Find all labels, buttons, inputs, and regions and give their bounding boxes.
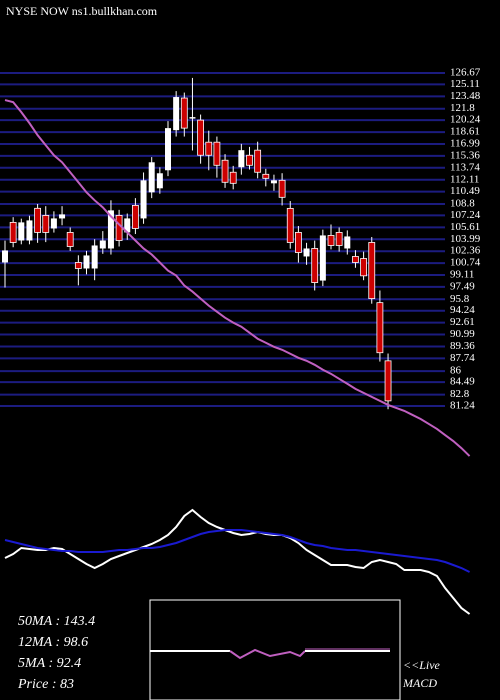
y-tick-label: 110.49 [450, 185, 480, 197]
y-tick-label: 126.67 [450, 67, 481, 79]
candle-body [286, 207, 294, 243]
candle-body [254, 149, 262, 173]
candle-body [278, 179, 286, 198]
candle-body [229, 171, 237, 184]
y-tick-label: 87.74 [450, 352, 475, 364]
candle-body [26, 220, 33, 241]
candle-body [74, 262, 82, 269]
candle-body [148, 162, 155, 193]
candle-body [335, 232, 343, 246]
y-tick-label: 115.36 [450, 149, 480, 161]
candle-body [9, 221, 17, 243]
y-tick-label: 123.48 [450, 90, 481, 102]
y-tick-label: 100.74 [450, 257, 481, 269]
y-tick-label: 99.11 [450, 269, 474, 281]
candle-body [34, 207, 41, 233]
y-tick-label: 118.61 [450, 126, 480, 138]
macd-label: <<Live [403, 658, 441, 672]
candle-body [262, 173, 270, 179]
candle-body [165, 128, 171, 171]
y-tick-label: 113.74 [450, 161, 480, 173]
y-tick-label: 102.36 [450, 245, 481, 257]
y-tick-label: 97.49 [450, 280, 475, 292]
candle-body [18, 222, 25, 241]
y-tick-label: 120.24 [450, 114, 481, 126]
y-tick-label: 95.8 [450, 293, 470, 305]
y-tick-label: 94.24 [450, 304, 475, 316]
candle-body [294, 232, 302, 253]
y-tick-label: 81.24 [450, 400, 475, 412]
oscillator-line [4, 508, 471, 615]
candle-body [180, 97, 188, 129]
candle-body [66, 232, 74, 247]
candle-body [173, 97, 180, 131]
stat-label: 12MA : 98.6 [18, 635, 88, 650]
candle-body [131, 204, 139, 229]
candle-body [107, 210, 114, 249]
candle-body [221, 159, 229, 183]
candle-body [197, 119, 205, 156]
macd-label: MACD [402, 676, 437, 690]
y-tick-label: 108.8 [450, 198, 475, 210]
candle-body [205, 141, 213, 156]
candle-body [352, 256, 359, 263]
candle-body [83, 255, 90, 269]
candle-body [327, 235, 335, 246]
candle-body [360, 258, 368, 277]
candle-body [270, 180, 277, 184]
y-tick-label: 92.61 [450, 316, 475, 328]
ma-line [4, 99, 471, 457]
y-tick-label: 107.24 [450, 209, 481, 221]
y-tick-label: 90.99 [450, 328, 475, 340]
candle-body [344, 236, 351, 249]
candle-body [368, 242, 376, 300]
y-tick-label: 121.8 [450, 102, 475, 114]
candle-body [124, 218, 131, 233]
y-tick-label: 105.61 [450, 221, 480, 233]
y-tick-label: 125.11 [450, 78, 480, 90]
stat-label: Price : 83 [17, 677, 74, 692]
oscillator-line [4, 529, 470, 573]
y-tick-label: 103.99 [450, 233, 481, 245]
candle-body [59, 214, 66, 219]
macd-line [229, 648, 306, 660]
candle-body [246, 154, 253, 166]
candle-body [376, 302, 384, 354]
y-tick-label: 84.49 [450, 376, 475, 388]
candle-body [91, 245, 98, 269]
candle-body [311, 248, 319, 283]
y-tick-label: 112.11 [450, 173, 479, 185]
y-tick-label: 116.99 [450, 137, 480, 149]
candle-body [213, 141, 221, 166]
candle-body [303, 248, 310, 257]
chart-title: NYSE NOW ns1.bullkhan.com [6, 4, 158, 18]
candle-body [384, 360, 392, 402]
candle-body [189, 117, 196, 119]
stat-label: 5MA : 92.4 [18, 656, 81, 671]
candle-body [50, 218, 57, 229]
candle-body [238, 150, 245, 168]
y-tick-label: 89.36 [450, 340, 475, 352]
candle-body [115, 215, 123, 241]
stat-label: 50MA : 143.4 [18, 614, 95, 629]
candle-body [99, 240, 106, 249]
candle-body [319, 235, 326, 281]
candle-body [42, 215, 50, 233]
candle-body [2, 250, 8, 263]
candle-body [156, 173, 163, 189]
candle-body [140, 180, 147, 219]
y-tick-label: 86 [450, 365, 462, 377]
y-tick-label: 82.8 [450, 388, 470, 400]
